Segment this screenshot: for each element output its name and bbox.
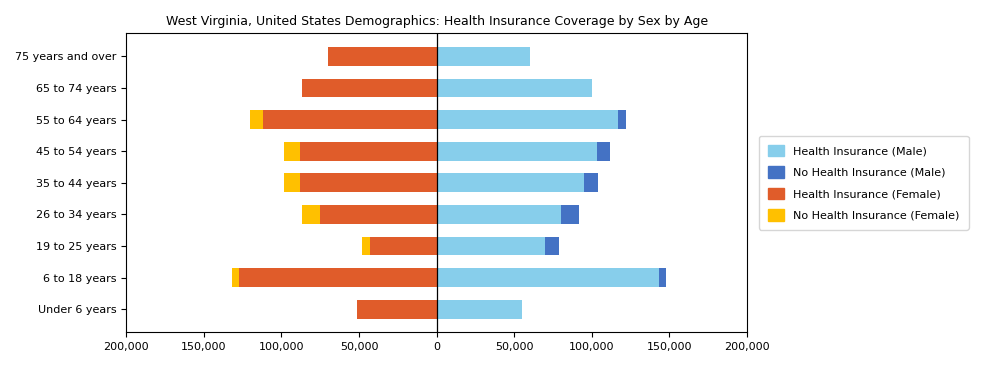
Bar — [584, 173, 598, 192]
Bar — [301, 205, 320, 224]
Bar — [285, 142, 300, 161]
Bar — [263, 110, 436, 129]
Bar — [300, 173, 436, 192]
Bar — [659, 268, 667, 287]
Title: West Virginia, United States Demographics: Health Insurance Coverage by Sex by A: West Virginia, United States Demographic… — [165, 15, 707, 28]
Bar — [231, 268, 239, 287]
Bar — [436, 205, 560, 224]
Bar — [436, 173, 584, 192]
Bar — [285, 173, 300, 192]
Bar — [320, 205, 436, 224]
Bar — [597, 142, 611, 161]
Bar — [250, 110, 263, 129]
Legend: Health Insurance (Male), No Health Insurance (Male), Health Insurance (Female), : Health Insurance (Male), No Health Insur… — [758, 136, 968, 230]
Bar — [300, 142, 436, 161]
Bar — [301, 79, 436, 98]
Bar — [436, 300, 522, 319]
Bar — [436, 236, 546, 255]
Bar — [436, 47, 530, 66]
Bar — [358, 300, 436, 319]
Bar — [239, 268, 436, 287]
Bar — [436, 142, 597, 161]
Bar — [369, 236, 436, 255]
Bar — [436, 79, 592, 98]
Bar — [619, 110, 626, 129]
Bar — [328, 47, 436, 66]
Bar — [436, 268, 659, 287]
Bar — [362, 236, 369, 255]
Bar — [436, 110, 619, 129]
Bar — [546, 236, 559, 255]
Bar — [560, 205, 579, 224]
